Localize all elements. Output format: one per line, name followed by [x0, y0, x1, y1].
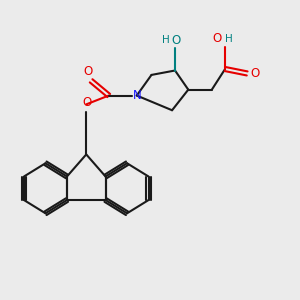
Text: H: H — [225, 34, 233, 44]
Text: O: O — [172, 34, 181, 47]
Text: N: N — [133, 89, 142, 102]
Text: O: O — [83, 65, 92, 78]
Text: H: H — [162, 35, 170, 46]
Text: O: O — [82, 96, 92, 110]
Text: O: O — [250, 67, 260, 80]
Text: O: O — [212, 32, 221, 46]
